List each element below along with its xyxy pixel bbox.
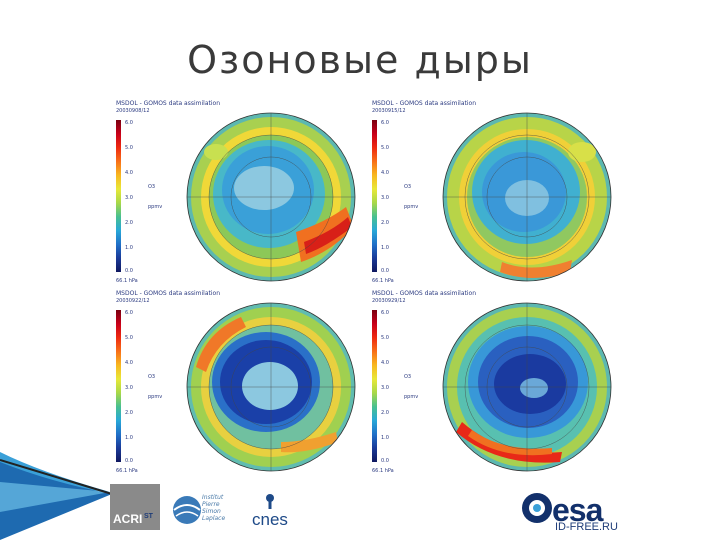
- globe-map: [442, 302, 612, 472]
- ozone-map-panel-1: MSDOL - GOMOS data assimilation 20030908…: [112, 100, 360, 290]
- colorbar-tick: 1.0: [381, 435, 389, 441]
- ipsl-line: Simon: [202, 508, 221, 515]
- colorbar: [372, 310, 377, 462]
- variable-label: O3: [404, 374, 412, 380]
- variable-label: O3: [404, 184, 412, 190]
- panel-header: MSDOL - GOMOS data assimilation: [372, 100, 477, 107]
- esa-logo-text: esa: [552, 492, 603, 528]
- variable-label: O3: [148, 184, 156, 190]
- colorbar: [372, 120, 377, 272]
- unit-label: ppmv: [148, 204, 163, 210]
- globe-map: [186, 112, 356, 282]
- colorbar-tick: 6.0: [381, 120, 389, 126]
- colorbar: [116, 120, 121, 272]
- unit-label: ppmv: [404, 394, 419, 400]
- panel-header: MSDOL - GOMOS data assimilation: [372, 290, 477, 297]
- colorbar-tick: 0.0: [381, 458, 389, 464]
- esa-logo-icon: [522, 493, 552, 523]
- ozone-map-panel-2: MSDOL - GOMOS data assimilation 20030915…: [368, 100, 616, 290]
- slide-decoration: [0, 452, 113, 540]
- colorbar-tick: 4.0: [381, 170, 389, 176]
- slide-title: Озоновые дыры: [187, 38, 533, 82]
- cnes-logo-text: cnes: [252, 510, 288, 529]
- colorbar-tick: 3.0: [125, 195, 133, 201]
- colorbar-tick: 0.0: [125, 458, 133, 464]
- ipsl-line: Laplace: [202, 515, 226, 522]
- colorbar-tick: 4.0: [381, 360, 389, 366]
- colorbar-tick: 5.0: [125, 335, 133, 341]
- colorbar-tick: 4.0: [125, 170, 133, 176]
- colorbar-tick: 5.0: [125, 145, 133, 151]
- panel-date: 20030908/12: [116, 108, 150, 114]
- globe-map: [442, 112, 612, 282]
- unit-label: ppmv: [148, 394, 163, 400]
- colorbar-tick: 2.0: [381, 410, 389, 416]
- colorbar-tick: 6.0: [381, 310, 389, 316]
- globe-map: [186, 302, 356, 472]
- colorbar-tick: 0.0: [125, 268, 133, 274]
- acri-logo: ACRI ST: [110, 484, 160, 530]
- panel-header: MSDOL - GOMOS data assimilation: [116, 290, 221, 297]
- colorbar-tick: 5.0: [381, 335, 389, 341]
- colorbar-tick: 2.0: [381, 220, 389, 226]
- colorbar-tick: 1.0: [381, 245, 389, 251]
- pressure-level: 66.1 hPa: [116, 468, 138, 474]
- colorbar-tick: 3.0: [125, 385, 133, 391]
- pressure-level: 66.1 hPa: [116, 278, 138, 284]
- ozone-map-panel-4: MSDOL - GOMOS data assimilation 20030929…: [368, 290, 616, 480]
- colorbar-tick: 0.0: [381, 268, 389, 274]
- acri-logo-text: ACRI: [113, 512, 143, 526]
- colorbar-tick: 3.0: [381, 195, 389, 201]
- panel-date: 20030915/12: [372, 108, 406, 114]
- colorbar-tick: 3.0: [381, 385, 389, 391]
- pressure-level: 66.1 hPa: [372, 468, 394, 474]
- colorbar-tick: 2.0: [125, 220, 133, 226]
- acri-logo-suffix: ST: [144, 513, 153, 520]
- pressure-level: 66.1 hPa: [372, 278, 394, 284]
- cnes-logo-icon: [266, 494, 274, 509]
- ipsl-logo-icon: [173, 496, 201, 524]
- ipsl-logo-text: Institut Pierre Simon Laplace: [202, 494, 225, 522]
- colorbar-tick: 4.0: [125, 360, 133, 366]
- ipsl-line: Pierre: [202, 501, 220, 508]
- colorbar: [116, 310, 121, 462]
- colorbar-tick: 6.0: [125, 310, 133, 316]
- panel-header: MSDOL - GOMOS data assimilation: [116, 100, 221, 107]
- watermark-text: ID-FREE.RU: [555, 521, 618, 533]
- panel-date: 20030922/12: [116, 298, 150, 304]
- panel-date: 20030929/12: [372, 298, 406, 304]
- variable-label: O3: [148, 374, 156, 380]
- colorbar-tick: 5.0: [381, 145, 389, 151]
- colorbar-tick: 1.0: [125, 435, 133, 441]
- colorbar-tick: 2.0: [125, 410, 133, 416]
- unit-label: ppmv: [404, 204, 419, 210]
- colorbar-tick: 6.0: [125, 120, 133, 126]
- ipsl-line: Institut: [202, 494, 224, 501]
- ozone-map-panel-3: MSDOL - GOMOS data assimilation 20030922…: [112, 290, 360, 480]
- colorbar-tick: 1.0: [125, 245, 133, 251]
